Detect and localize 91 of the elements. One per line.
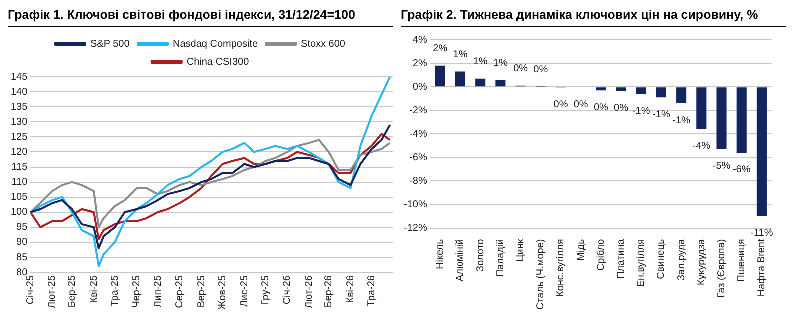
x-tick-label: Кукурудза: [696, 238, 708, 286]
data-label: -11%: [750, 228, 774, 240]
x-tick-label: Зал.руда: [676, 238, 688, 281]
data-label: -1%: [652, 109, 670, 120]
x-tick-label: Лис-25: [239, 275, 250, 308]
data-label: 0%: [514, 64, 528, 75]
x-tick-label: Срібло: [596, 238, 607, 272]
data-label: 0%: [614, 102, 629, 114]
y-tick-label: 4%: [412, 34, 428, 46]
bar: [656, 88, 666, 98]
x-tick-label: Конс.вугілля: [556, 239, 567, 297]
x-tick-label: Платина: [616, 238, 628, 279]
x-tick-label: Лип-25: [152, 275, 164, 308]
data-label: -4%: [692, 141, 711, 152]
data-label: -5%: [712, 161, 731, 172]
chart-title: Графік 1. Ключові світові фондові індекси, 31/12/24=100: [8, 8, 393, 27]
y-tick-label: -8%: [410, 176, 428, 187]
x-tick-label: Ен.вугілля: [636, 239, 648, 288]
x-tick-label: Нікель: [435, 239, 446, 270]
data-label: 0%: [594, 102, 609, 114]
y-tick-label: 140: [10, 86, 28, 98]
bar: [696, 88, 707, 130]
bar: [455, 72, 466, 87]
x-tick-label: Лют-26: [304, 275, 316, 308]
legend-label: Stoxx 600: [301, 38, 346, 50]
y-tick-label: -10%: [404, 199, 428, 210]
legend-label: S&P 500: [90, 38, 130, 50]
x-tick-label: Сталь (Ч.море): [536, 239, 547, 310]
data-label: 1%: [493, 58, 508, 69]
x-tick-label: Пшениця: [736, 239, 748, 282]
x-tick-label: Цинк: [516, 238, 527, 262]
y-tick-label: 130: [10, 116, 28, 128]
bar: [616, 88, 626, 92]
x-tick-label: Лют-25: [47, 275, 58, 308]
legend-label: Nasdaq Composite: [172, 38, 258, 50]
y-tick-label: -2%: [410, 105, 428, 116]
bar: [676, 88, 687, 104]
x-tick-label: Чер-25: [132, 275, 143, 308]
x-tick-label: Гру-25: [260, 275, 272, 306]
x-tick-label: Січ-26: [282, 275, 294, 305]
y-tick-label: -12%: [404, 223, 428, 234]
x-tick-label: Тра-26: [366, 275, 378, 307]
x-tick-label: Паладій: [495, 239, 506, 278]
legend-label: China CSI300: [186, 56, 250, 68]
x-tick-label: Алюміній: [455, 239, 466, 282]
y-tick-label: -4%: [410, 128, 428, 140]
y-tick-label: 120: [10, 146, 28, 158]
chart-title: Графік 2. Тижнева динаміка ключових цін на сировину, %: [401, 8, 786, 27]
bar: [596, 88, 606, 91]
x-tick-label: Золото: [475, 238, 486, 272]
data-label: -1%: [632, 106, 650, 117]
bar: [435, 66, 446, 87]
bar: [736, 88, 747, 153]
data-label: 1%: [473, 56, 488, 68]
x-tick-label: Сер-25: [174, 275, 186, 308]
data-label: 0%: [574, 99, 588, 110]
data-label: -1%: [672, 115, 691, 126]
data-label: 0%: [554, 99, 568, 110]
y-tick-label: 125: [10, 132, 28, 143]
y-tick-label: 115: [12, 162, 28, 174]
y-tick-label: 90: [16, 237, 28, 248]
y-tick-label: -6%: [410, 152, 428, 164]
y-tick-label: 0%: [412, 82, 428, 93]
y-tick-label: 135: [10, 102, 28, 113]
data-label: -6%: [732, 164, 751, 176]
x-tick-label: Жов-25: [217, 275, 228, 310]
y-tick-label: 2%: [412, 58, 428, 70]
x-tick-label: Бер-25: [66, 275, 78, 308]
x-tick-label: Кві-25: [88, 275, 100, 304]
y-tick-label: 95: [16, 222, 28, 234]
bar: [476, 78, 486, 87]
data-label: 1%: [453, 50, 468, 61]
bar: [756, 88, 767, 216]
x-tick-label: Бер-26: [324, 275, 335, 308]
x-tick-label: Кві-26: [346, 275, 357, 304]
x-tick-label: Мідь: [576, 239, 587, 261]
x-tick-label: Газ (Європа): [716, 239, 728, 298]
y-tick-label: 145: [10, 72, 28, 83]
x-tick-label: Свинець: [656, 239, 668, 280]
y-tick-label: 85: [16, 252, 28, 264]
bar: [636, 88, 646, 94]
x-tick-label: Нафта Brent: [756, 239, 768, 297]
data-label: 0%: [534, 64, 548, 76]
data-label: 2%: [433, 44, 448, 55]
y-tick-label: 105: [10, 192, 28, 204]
x-tick-label: Вер-25: [196, 275, 208, 308]
x-tick-label: Тра-25: [110, 275, 121, 307]
bar: [716, 88, 727, 150]
y-tick-label: 100: [10, 207, 28, 218]
y-tick-label: 110: [12, 177, 28, 188]
bar: [496, 80, 506, 87]
